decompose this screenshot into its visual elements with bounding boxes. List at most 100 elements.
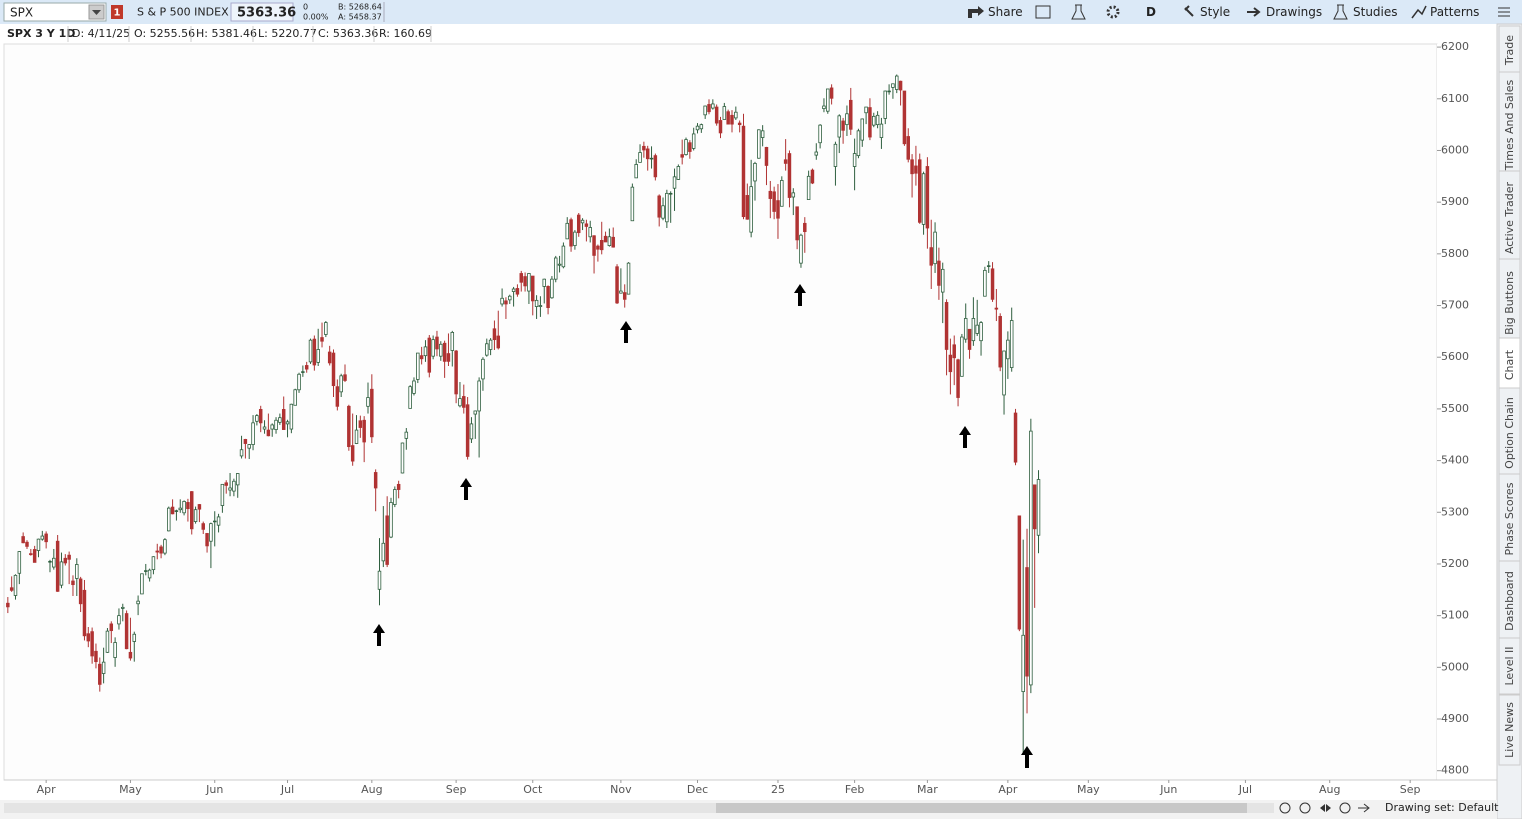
flask-button[interactable]: [1071, 4, 1086, 20]
candle-body: [366, 397, 370, 407]
studies-button[interactable]: Studies: [1353, 5, 1398, 19]
candle-body: [209, 523, 213, 542]
drawing-set[interactable]: Drawing set: Default: [1385, 801, 1499, 814]
sidebar-tab[interactable]: [1498, 694, 1521, 766]
sidebar-tab-label[interactable]: Dashboard: [1503, 571, 1516, 631]
bar-range: R: 160.69: [379, 27, 432, 40]
candle-body: [707, 104, 711, 113]
bar-date: D: 4/11/25: [72, 27, 130, 40]
candle-body: [615, 266, 619, 304]
sidebar-tab-label[interactable]: Chart: [1503, 349, 1516, 380]
x-tick-label: Dec: [687, 783, 708, 796]
style-button[interactable]: Style: [1200, 5, 1230, 19]
candle-body: [243, 438, 248, 444]
menu-button[interactable]: [1498, 7, 1510, 17]
scroll-thumb[interactable]: [716, 803, 1247, 813]
x-tick-label: 25: [771, 783, 785, 796]
arrow: [620, 321, 632, 343]
candle-body: [59, 561, 64, 586]
candle-body: [546, 286, 550, 308]
pan-button[interactable]: [1320, 804, 1331, 812]
sidebar-tab-label[interactable]: Times And Sales: [1503, 80, 1516, 172]
candle-body: [412, 380, 416, 394]
price-axis: [1437, 44, 1497, 780]
candle-body: [1013, 412, 1018, 463]
candle-body: [197, 504, 202, 510]
crosshair-button[interactable]: [1339, 802, 1351, 814]
candle-body: [293, 389, 297, 406]
candle-body: [381, 542, 386, 562]
patterns-button[interactable]: Patterns: [1430, 5, 1479, 19]
dropdown-arrow: [92, 10, 101, 15]
candle-body: [170, 506, 175, 515]
settings-button[interactable]: [1106, 5, 1120, 19]
aggregation-button[interactable]: D: [1146, 5, 1156, 19]
bar-close: C: 5363.36: [318, 27, 378, 40]
candle-body: [105, 630, 110, 653]
arrow: [1021, 746, 1033, 768]
candle-body: [1021, 634, 1025, 693]
sidebar-tab-label[interactable]: Active Trader: [1503, 181, 1516, 254]
alert-badge-bg[interactable]: [111, 5, 123, 19]
sidebar-tab-label[interactable]: Option Chain: [1503, 397, 1516, 469]
zoom-out[interactable]: [1279, 802, 1291, 814]
candle-body: [799, 234, 803, 264]
candle-body: [174, 510, 179, 512]
candle-body: [868, 107, 872, 138]
candle-body: [435, 336, 439, 350]
x-tick-label: Mar: [917, 783, 938, 796]
candle-body: [757, 129, 761, 159]
candle-body: [228, 487, 232, 491]
style-icon[interactable]: [1184, 5, 1194, 17]
symbol[interactable]: SPX: [10, 6, 33, 20]
y-tick-label: 5300: [1441, 505, 1469, 518]
candle-body: [837, 115, 842, 138]
patterns-icon[interactable]: [1411, 5, 1427, 19]
candle-body: [427, 337, 432, 373]
candle-body: [875, 114, 880, 126]
studies-icon[interactable]: [1333, 4, 1348, 20]
candle-body: [17, 551, 22, 574]
candle-body: [902, 90, 907, 145]
drawings-icon[interactable]: [1247, 7, 1261, 17]
candle-body: [212, 520, 217, 523]
candle-body: [117, 615, 121, 625]
share-icon[interactable]: [968, 6, 984, 18]
candle-body: [132, 633, 137, 642]
candle-body: [642, 145, 646, 151]
forward-button[interactable]: [1358, 803, 1370, 813]
candle-body: [730, 114, 734, 125]
candle-body: [278, 417, 282, 423]
sidebar-tab-label[interactable]: Big Buttons: [1503, 271, 1516, 335]
sidebar-tabs: Trade Times And Sales Active Trader Big But…: [1498, 25, 1521, 766]
zoom-in[interactable]: [1299, 802, 1311, 814]
candle-body: [531, 275, 535, 302]
sidebar-tab-label[interactable]: Live News: [1503, 702, 1516, 758]
candle-body: [270, 424, 274, 430]
share-button[interactable]: Share: [988, 5, 1023, 19]
candle-body: [492, 328, 497, 341]
candle-body: [711, 103, 715, 109]
candle-body: [481, 358, 485, 380]
symbol-box[interactable]: [3, 2, 107, 22]
candle-body: [385, 515, 389, 565]
candle-body: [661, 205, 665, 219]
y-tick-label: 5100: [1441, 609, 1469, 622]
sidebar-tab-label[interactable]: Trade: [1503, 35, 1516, 66]
sidebar-tab-label[interactable]: Phase Scores: [1503, 482, 1516, 555]
alert-badge[interactable]: 1: [114, 8, 121, 19]
icon-button[interactable]: [1035, 5, 1051, 19]
sidebar-tab[interactable]: [1498, 637, 1521, 695]
x-tick-label: Apr: [37, 783, 57, 796]
candle-body: [232, 480, 236, 492]
candle-body: [891, 83, 895, 88]
sidebar-tab-label[interactable]: Level II: [1503, 646, 1516, 685]
y-tick-label: 5200: [1441, 557, 1469, 570]
candle-body: [626, 262, 631, 295]
drawings-button[interactable]: Drawings: [1266, 5, 1322, 19]
candle-body: [684, 139, 688, 156]
y-tick-label: 5500: [1441, 402, 1469, 415]
candle-body: [576, 214, 581, 234]
scrollbar[interactable]: [4, 803, 1274, 813]
candle-body: [155, 550, 160, 553]
